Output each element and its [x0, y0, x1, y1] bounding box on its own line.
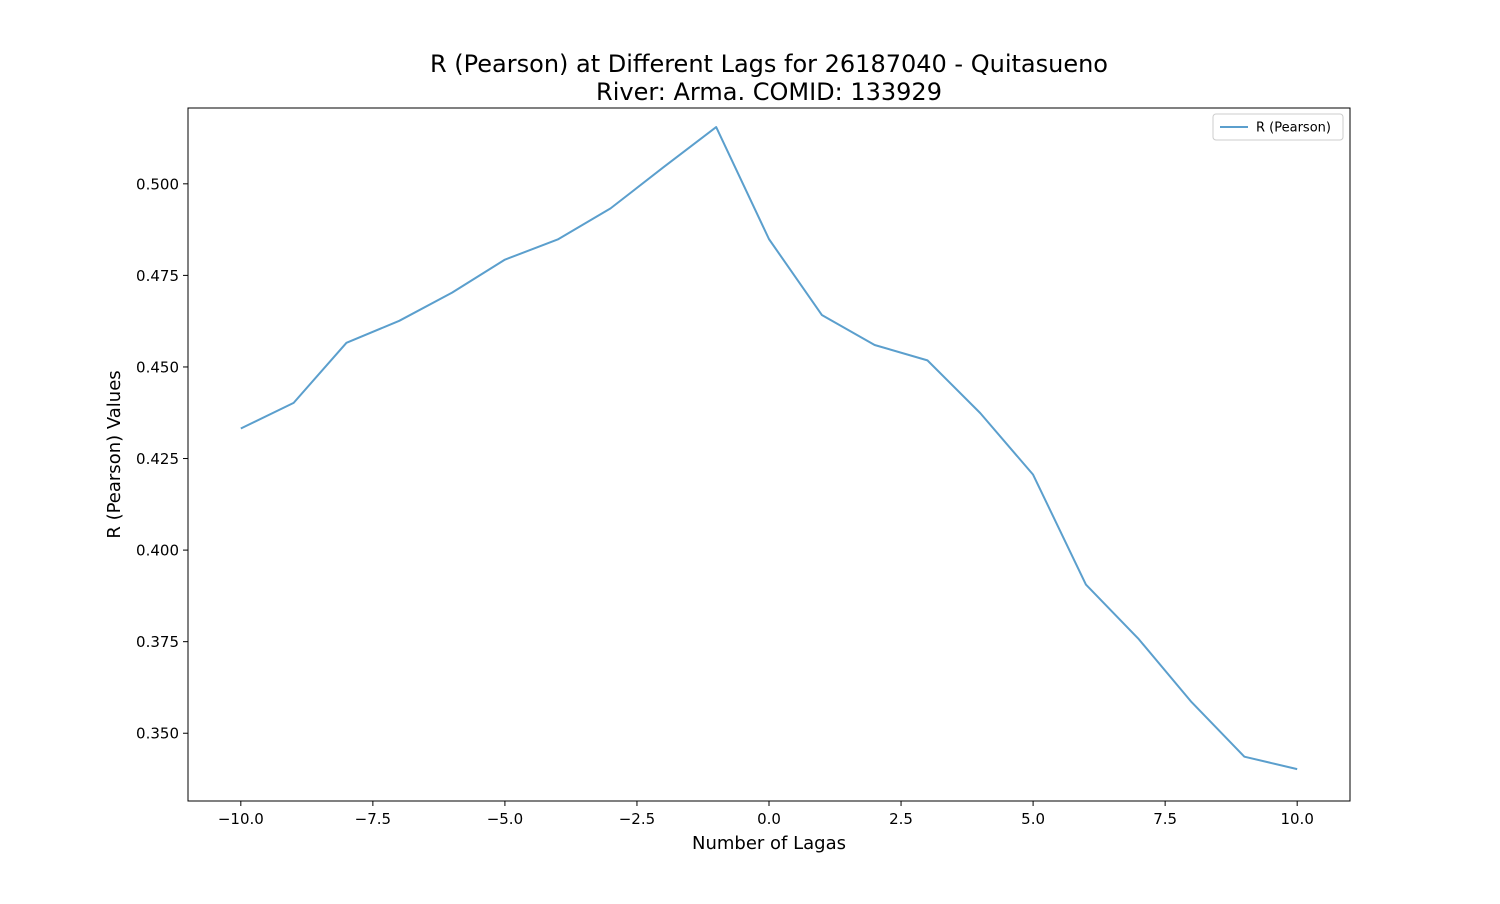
data-point	[1085, 584, 1087, 586]
x-tick-label: 7.5	[1153, 810, 1177, 828]
x-axis-label: Number of Lagas	[692, 833, 846, 854]
x-tick-label: −5.0	[487, 810, 523, 828]
data-point	[715, 126, 717, 128]
series-line	[240, 126, 1298, 771]
series-layer	[240, 126, 1298, 771]
x-tick-label: 2.5	[889, 810, 913, 828]
data-point	[345, 342, 347, 344]
data-point	[1191, 701, 1193, 703]
y-tick-label: 0.450	[136, 358, 179, 376]
data-point	[979, 412, 981, 414]
data-point	[504, 259, 506, 261]
y-axis: 0.350 0.375 0.400 0.425 0.450 0.475 0.500	[136, 175, 188, 743]
legend-box	[1212, 113, 1344, 141]
y-tick-label: 0.375	[136, 633, 179, 651]
chart-title-line: River: Arma. COMID: 133929	[596, 78, 942, 106]
x-tick-label: −2.5	[619, 810, 655, 828]
legend-label: R (Pearson)	[1256, 121, 1331, 136]
data-point	[610, 207, 612, 209]
data-point	[662, 166, 664, 168]
x-tick-label: −10.0	[218, 810, 264, 828]
data-point	[1032, 474, 1034, 476]
y-tick-label: 0.500	[136, 175, 179, 193]
data-point	[451, 292, 453, 294]
y-tick-label: 0.475	[136, 267, 179, 285]
data-point	[874, 344, 876, 346]
data-point	[557, 238, 559, 240]
data-point	[1243, 756, 1245, 758]
y-tick-label: 0.425	[136, 450, 179, 468]
data-point	[768, 238, 770, 240]
data-point	[1296, 768, 1298, 770]
x-tick-label: 5.0	[1021, 810, 1045, 828]
chart-title: R (Pearson) at Different Lags for 261870…	[430, 50, 1108, 106]
data-point	[821, 314, 823, 316]
data-point	[926, 359, 928, 361]
x-tick-label: −7.5	[355, 810, 391, 828]
x-tick-label: 10.0	[1280, 810, 1313, 828]
x-axis: −10.0 −7.5 −5.0 −2.5 0.0 2.5 5.0 7.5 10.0	[218, 801, 1314, 828]
data-point	[1138, 638, 1140, 640]
data-point	[293, 402, 295, 404]
x-tick-label: 0.0	[757, 810, 781, 828]
y-axis-label: R (Pearson) Values	[104, 370, 125, 538]
chart-title-line: R (Pearson) at Different Lags for 261870…	[430, 50, 1108, 78]
plot-area	[187, 107, 1351, 802]
data-point	[398, 320, 400, 322]
legend: R (Pearson)	[1212, 113, 1344, 141]
data-point	[240, 427, 242, 429]
y-tick-label: 0.350	[136, 725, 179, 743]
y-tick-label: 0.400	[136, 542, 179, 560]
